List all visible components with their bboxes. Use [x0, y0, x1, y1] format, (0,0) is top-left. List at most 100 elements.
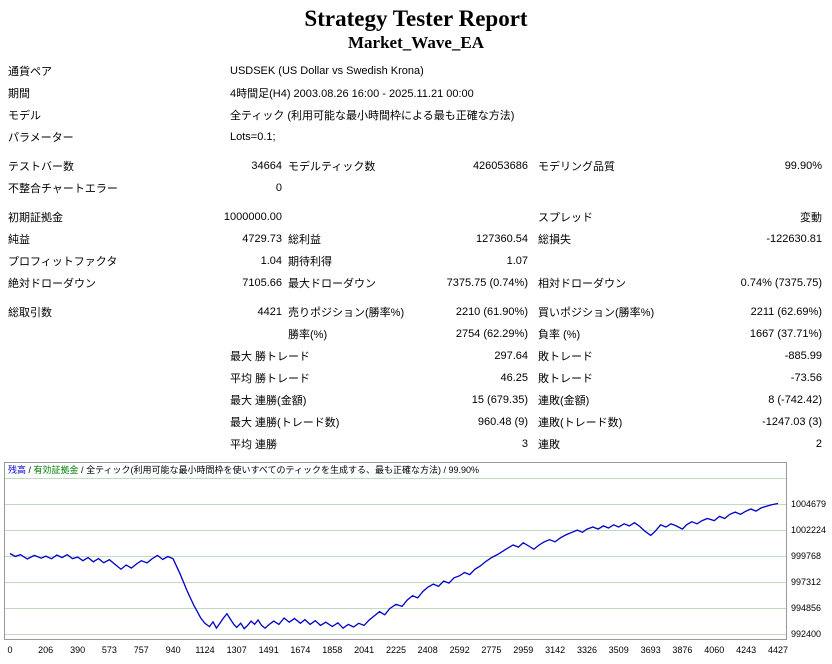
- profit-factor-value-c2: 1.04: [260, 255, 282, 267]
- bars-label-c3: モデルティック数: [288, 161, 376, 173]
- row-symbol: 通貨ペア USDSEK (US Dollar vs Swedish Krona): [8, 60, 824, 82]
- x-axis-label: 1491: [259, 645, 279, 655]
- average-trade-value-c4: 46.25: [500, 372, 528, 384]
- total-trades-label-c3: 売りポジション(勝率%): [288, 307, 405, 319]
- period-label-c1: 期間: [8, 88, 30, 100]
- balance-chart: 1004679 1002224 999768 997312 994856 992400 0 2…: [0, 462, 832, 664]
- chart-legend: 残高 / 有効証拠金 / 全ティック(利用可能な最小時間枠を使いすべてのティック…: [8, 465, 479, 476]
- y-axis-label: 1002224: [791, 525, 826, 535]
- x-axis-label: 2225: [386, 645, 406, 655]
- chart-errors-value-c2: 0: [275, 182, 282, 194]
- row-initial-deposit: 初期証拠金 1000000.00 スプレッド 変動: [8, 206, 824, 228]
- bars-label-c5: モデリング品質: [538, 161, 615, 173]
- net-profit-value-c6: -122630.81: [766, 233, 822, 245]
- net-profit-label-c3: 総利益: [288, 234, 321, 246]
- symbol-label-c2: USDSEK (US Dollar vs Swedish Krona): [230, 65, 424, 77]
- drawdown-label-c3: 最大ドローダウン: [288, 278, 376, 290]
- initial-deposit-label-c5: スプレッド: [538, 212, 593, 224]
- bars-value-c2: 34664: [251, 160, 282, 172]
- x-axis-label: 4243: [736, 645, 756, 655]
- x-axis-label: 4060: [704, 645, 724, 655]
- row-total-trades: 総取引数 4421 売りポジション(勝率%) 2210 (61.90%) 買いポジション…: [8, 301, 824, 323]
- x-axis-label: 2959: [513, 645, 533, 655]
- drawdown-value-c2: 7105.66: [242, 277, 282, 289]
- win-rate-label-c3: 勝率(%): [288, 329, 328, 341]
- symbol-label-c1: 通貨ペア: [8, 66, 52, 78]
- row-chart-errors: 不整合チャートエラー 0: [8, 177, 824, 199]
- legend-separator: /: [441, 465, 449, 475]
- chart-errors-label-c1: 不整合チャートエラー: [8, 183, 118, 195]
- x-axis-label: 206: [38, 645, 53, 655]
- y-axis-label: 1004679: [791, 499, 826, 509]
- average-trade-label-c2: 平均 勝トレード: [230, 373, 311, 385]
- x-axis-label: 2775: [481, 645, 501, 655]
- x-axis-label: 573: [102, 645, 117, 655]
- row-max-consecutive-amount: 最大 連勝(金額) 15 (679.35) 連敗(金額) 8 (-742.42): [8, 389, 824, 411]
- model-label-c2: 全ティック (利用可能な最小時間枠による最も正確な方法): [230, 110, 515, 122]
- x-axis-label: 2592: [450, 645, 470, 655]
- equity-legend-label: 有効証拠金: [33, 465, 79, 475]
- x-axis-label: 4427: [768, 645, 788, 655]
- max-consecutive-amount-label-c5: 連敗(金額): [538, 395, 590, 407]
- balance-legend-label: 残高: [8, 465, 27, 475]
- bars-label-c1: テストバー数: [8, 161, 74, 173]
- chart-plot-area: [4, 462, 787, 640]
- win-rate-value-c6: 1667 (37.71%): [749, 328, 822, 340]
- row-largest-trade: 最大 勝トレード 297.64 敗トレード -885.99: [8, 345, 824, 367]
- initial-deposit-value-c2: 1000000.00: [223, 211, 282, 223]
- x-axis-label: 390: [70, 645, 85, 655]
- largest-trade-value-c6: -885.99: [784, 350, 822, 362]
- bars-value-c6: 99.90%: [784, 160, 822, 172]
- x-axis-label: 757: [134, 645, 149, 655]
- win-rate-label-c5: 負率 (%): [538, 329, 581, 341]
- row-period: 期間 4時間足(H4) 2003.08.26 16:00 - 2025.11.21…: [8, 82, 824, 104]
- x-axis-label: 2041: [354, 645, 374, 655]
- legend-separator: /: [78, 465, 87, 475]
- x-axis-label: 3876: [672, 645, 692, 655]
- initial-deposit-label-c1: 初期証拠金: [8, 212, 63, 224]
- report-table: 通貨ペア USDSEK (US Dollar vs Swedish Krona) 期…: [8, 60, 824, 455]
- total-trades-label-c5: 買いポジション(勝率%): [538, 307, 655, 319]
- x-axis-label: 1674: [290, 645, 310, 655]
- y-axis-label: 997312: [791, 577, 821, 587]
- drawdown-value-c6: 0.74% (7375.75): [740, 277, 822, 289]
- parameters-label-c1: パラメーター: [8, 132, 74, 144]
- x-axis-label: 0: [7, 645, 12, 655]
- profit-factor-value-c4: 1.07: [506, 255, 528, 267]
- net-profit-label-c5: 総損失: [538, 234, 571, 246]
- largest-trade-label-c2: 最大 勝トレード: [230, 351, 311, 363]
- avg-consecutive-value-c4: 3: [521, 438, 528, 450]
- x-axis-label: 1307: [227, 645, 247, 655]
- x-axis-label: 1858: [322, 645, 342, 655]
- model-label-c1: モデル: [8, 110, 41, 122]
- initial-deposit-value-c6: 変動: [800, 212, 822, 224]
- row-win-rate: 勝率(%) 2754 (62.29%) 負率 (%) 1667 (37.71%): [8, 323, 824, 345]
- period-label-c2: 4時間足(H4) 2003.08.26 16:00 - 2025.11.21 0…: [230, 88, 474, 100]
- max-consecutive-amount-value-c4: 15 (679.35): [471, 394, 528, 406]
- max-consecutive-amount-value-c6: 8 (-742.42): [768, 394, 822, 406]
- drawdown-label-c1: 絶対ドローダウン: [8, 278, 96, 290]
- net-profit-value-c2: 4729.73: [242, 233, 282, 245]
- balance-line: [9, 502, 779, 630]
- report-title: Strategy Tester Report: [304, 6, 528, 31]
- total-trades-label-c1: 総取引数: [8, 307, 52, 319]
- net-profit-label-c1: 純益: [8, 234, 30, 246]
- drawdown-label-c5: 相対ドローダウン: [538, 278, 626, 290]
- row-model: モデル 全ティック (利用可能な最小時間枠による最も正確な方法): [8, 104, 824, 126]
- parameters-label-c2: Lots=0.1;: [230, 131, 276, 143]
- average-trade-value-c6: -73.56: [790, 372, 822, 384]
- largest-trade-value-c4: 297.64: [494, 350, 528, 362]
- x-axis-label: 3693: [641, 645, 661, 655]
- total-trades-value-c6: 2211 (62.69%): [750, 306, 822, 318]
- row-average-trade: 平均 勝トレード 46.25 敗トレード -73.56: [8, 367, 824, 389]
- legend-quality: 99.90%: [448, 465, 480, 475]
- profit-factor-label-c3: 期待利得: [288, 256, 332, 268]
- largest-trade-label-c5: 敗トレード: [538, 351, 593, 363]
- legend-model-note: 全ティック(利用可能な最小時間枠を使いすべてのティックを生成する、最も正確な方法…: [86, 465, 441, 475]
- avg-consecutive-label-c2: 平均 連勝: [230, 439, 278, 451]
- y-axis-label: 992400: [791, 629, 821, 639]
- balance-chart-svg: 1004679 1002224 999768 997312 994856 992400 0 2…: [4, 462, 826, 655]
- win-rate-value-c4: 2754 (62.29%): [455, 328, 528, 340]
- bars-value-c4: 426053686: [472, 160, 528, 172]
